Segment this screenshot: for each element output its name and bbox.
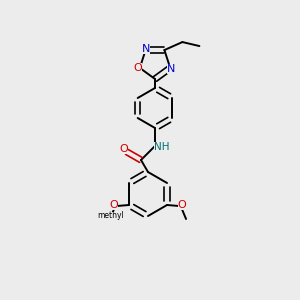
Text: O: O bbox=[110, 200, 118, 210]
Text: methyl: methyl bbox=[98, 212, 124, 220]
Text: O: O bbox=[134, 63, 142, 73]
Text: N: N bbox=[141, 44, 150, 54]
Text: NH: NH bbox=[154, 142, 170, 152]
Text: N: N bbox=[167, 64, 176, 74]
Text: O: O bbox=[120, 144, 128, 154]
Text: O: O bbox=[178, 200, 186, 210]
